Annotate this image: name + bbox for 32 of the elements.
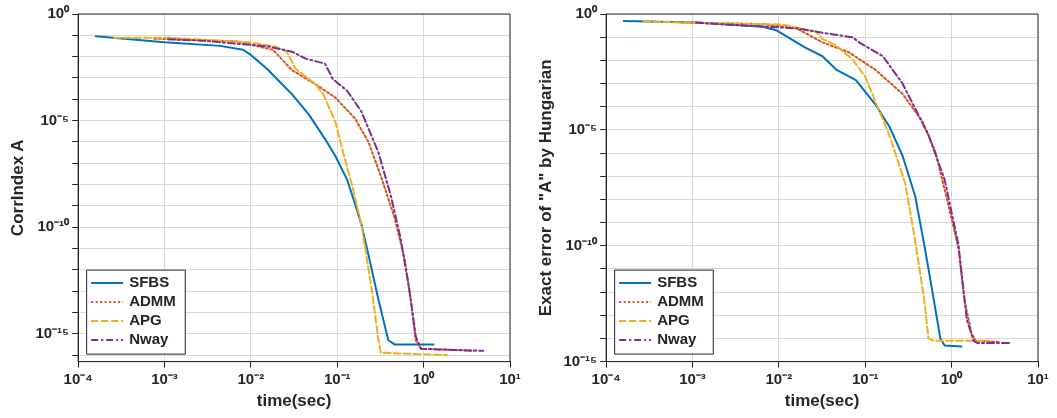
x-tick-label: 10¹ (1027, 369, 1049, 387)
y-tick-label: 10⁻⁵ (40, 110, 70, 128)
y-tick-label: 10⁻¹⁰ (37, 217, 71, 235)
y-tick-label: 10⁻⁵ (568, 120, 598, 138)
x-tick-label: 10⁻² (765, 369, 793, 387)
y-tick-label: 10⁻¹⁰ (565, 235, 599, 253)
y-tick-label: 10⁻¹⁵ (563, 351, 598, 369)
legend-label: SFBS (129, 273, 170, 291)
legend-label: ADMM (657, 292, 704, 310)
y-tick-label: 10⁻¹⁵ (35, 324, 70, 341)
x-tick-label: 10⁻⁴ (63, 369, 93, 387)
legend-label: ADMM (129, 292, 176, 310)
x-tick-label: 10⁻³ (679, 369, 706, 387)
x-tick-label: 10⁻³ (151, 369, 178, 387)
x-tick-label: 10⁻¹ (323, 369, 351, 387)
x-axis-title: time(sec) (256, 391, 332, 411)
legend-label: APG (129, 311, 162, 329)
x-tick-label: 10⁻² (237, 369, 265, 387)
x-tick-label: 10⁰ (412, 369, 436, 387)
x-tick-label: 10⁻¹ (851, 369, 879, 387)
x-axis-title: time(sec) (784, 391, 860, 411)
legend-label: Nway (129, 330, 169, 348)
x-tick-label: 10¹ (499, 369, 521, 387)
y-axis-title: Exact error of "A" by Hungarian (535, 59, 555, 317)
legend-label: SFBS (657, 273, 698, 291)
y-axis-title: CorrIndex A (7, 139, 27, 237)
y-tick-label: 10⁰ (575, 4, 599, 22)
y-tick-label: 10⁰ (47, 4, 71, 22)
x-tick-label: 10⁰ (940, 369, 964, 387)
legend-label: Nway (657, 330, 697, 348)
legend-label: APG (657, 311, 690, 329)
x-tick-label: 10⁻⁴ (591, 369, 621, 387)
